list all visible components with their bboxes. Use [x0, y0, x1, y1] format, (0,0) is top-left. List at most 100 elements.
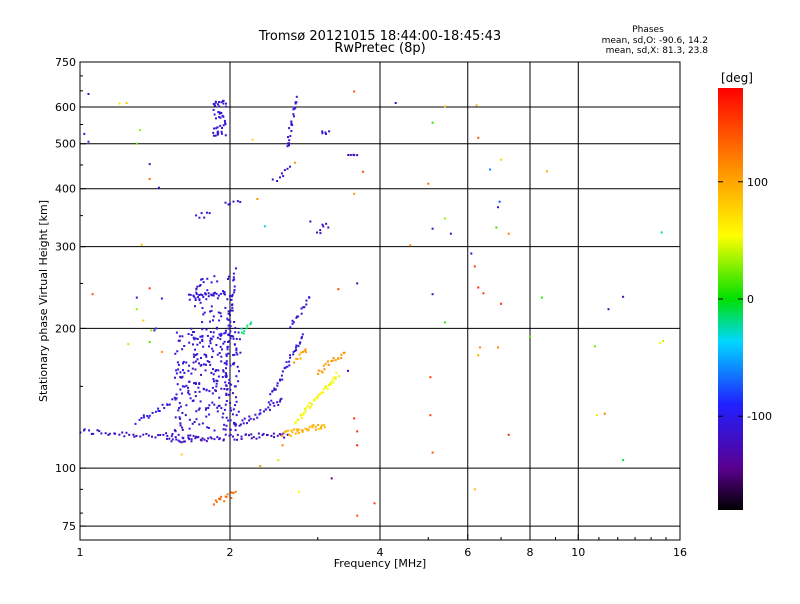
- data-point: [356, 282, 359, 285]
- data-point: [319, 393, 322, 396]
- data-point: [194, 354, 197, 357]
- data-point: [148, 177, 151, 180]
- data-point: [212, 368, 214, 371]
- data-point: [197, 386, 200, 389]
- data-point: [334, 359, 337, 362]
- data-point: [225, 355, 228, 358]
- data-point: [431, 227, 434, 230]
- data-point: [301, 429, 304, 432]
- data-point: [198, 383, 201, 385]
- data-point: [192, 343, 194, 346]
- data-point: [210, 305, 213, 308]
- data-point: [145, 432, 148, 435]
- data-point: [181, 426, 184, 429]
- data-point: [220, 315, 223, 318]
- data-point: [133, 435, 136, 438]
- data-point: [270, 399, 273, 402]
- data-point: [188, 393, 191, 396]
- data-point: [154, 410, 157, 413]
- data-point: [317, 369, 320, 372]
- data-point: [233, 423, 236, 426]
- data-point: [215, 127, 218, 130]
- data-point: [192, 353, 195, 356]
- data-point: [175, 393, 178, 396]
- data-point: [173, 396, 176, 399]
- data-point: [189, 293, 192, 296]
- data-point: [208, 390, 211, 393]
- data-point: [290, 429, 293, 432]
- data-point: [195, 435, 197, 438]
- data-point: [237, 380, 240, 383]
- data-point: [273, 388, 276, 391]
- data-point: [229, 388, 232, 391]
- data-point: [199, 335, 202, 338]
- data-point: [232, 354, 235, 356]
- data-point: [220, 130, 223, 133]
- data-point: [304, 408, 306, 411]
- data-point: [294, 106, 297, 109]
- data-point: [362, 170, 365, 173]
- data-point: [323, 426, 326, 429]
- data-point: [302, 412, 305, 415]
- data-point: [224, 374, 227, 377]
- data-point: [305, 351, 307, 353]
- data-point: [248, 415, 251, 418]
- data-point: [233, 421, 235, 424]
- data-point: [220, 355, 223, 358]
- data-point: [233, 438, 236, 441]
- data-point: [194, 348, 196, 351]
- data-point: [234, 424, 237, 427]
- data-point: [153, 329, 156, 332]
- data-point: [179, 388, 182, 391]
- data-point: [195, 287, 198, 290]
- data-point: [224, 134, 227, 137]
- data-point: [206, 360, 209, 363]
- data-point: [91, 293, 94, 296]
- data-point: [431, 451, 434, 454]
- data-point: [282, 175, 285, 178]
- data-point: [215, 501, 218, 503]
- data-point: [225, 362, 228, 365]
- data-point: [225, 353, 228, 356]
- data-point: [100, 432, 103, 435]
- data-point: [222, 412, 225, 415]
- data-point: [166, 434, 169, 437]
- data-point: [217, 103, 219, 106]
- data-point: [240, 327, 243, 330]
- data-point: [135, 296, 138, 299]
- data-point: [187, 369, 190, 372]
- data-point: [329, 381, 332, 384]
- x-tick-label: 8: [527, 546, 534, 559]
- data-point: [277, 404, 280, 406]
- data-point: [269, 393, 272, 396]
- data-point: [319, 426, 322, 429]
- data-point: [157, 407, 160, 410]
- data-point: [301, 431, 304, 433]
- data-point: [199, 293, 202, 296]
- data-point: [198, 390, 201, 393]
- data-point: [104, 432, 107, 435]
- data-point: [208, 212, 211, 215]
- data-point: [212, 134, 215, 137]
- data-point: [178, 407, 180, 410]
- data-point: [140, 417, 143, 419]
- data-point: [123, 435, 126, 438]
- data-point: [196, 343, 199, 346]
- data-point: [229, 364, 232, 367]
- data-point: [477, 136, 480, 139]
- data-point: [220, 332, 223, 335]
- data-point: [340, 357, 343, 359]
- data-point: [322, 364, 325, 367]
- data-point: [176, 350, 179, 353]
- data-point: [215, 327, 218, 330]
- data-point: [249, 417, 252, 420]
- data-point: [217, 311, 220, 314]
- data-point: [250, 321, 253, 324]
- data-point: [212, 331, 215, 334]
- data-point: [127, 343, 130, 346]
- data-point: [179, 371, 182, 374]
- data-point: [198, 362, 200, 365]
- data-point: [281, 434, 283, 437]
- data-point: [221, 132, 223, 135]
- data-point: [477, 286, 480, 289]
